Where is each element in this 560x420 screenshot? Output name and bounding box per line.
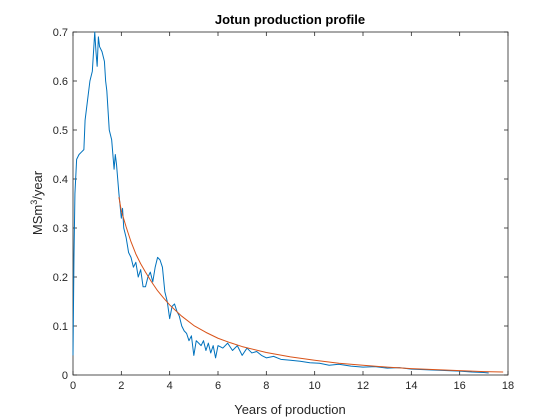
x-tick-label: 12 xyxy=(357,380,369,392)
chart-title: Jotun production profile xyxy=(215,12,365,27)
y-tick-label: 0.4 xyxy=(53,174,68,186)
y-tick-label: 0.6 xyxy=(53,76,68,88)
y-axis-label-base: MSm xyxy=(30,205,45,235)
x-tick-label: 18 xyxy=(502,380,514,392)
y-axis-label-suffix: /year xyxy=(30,170,45,200)
x-axis-ticks: 0 2 4 6 8 10 12 14 16 18 xyxy=(70,32,514,392)
y-tick-label: 0.7 xyxy=(53,27,68,39)
x-tick-label: 6 xyxy=(215,380,221,392)
x-tick-label: 8 xyxy=(263,380,269,392)
x-tick-label: 4 xyxy=(167,380,173,392)
y-tick-label: 0 xyxy=(62,370,68,382)
y-tick-label: 0.3 xyxy=(53,223,68,235)
y-tick-label: 0.1 xyxy=(53,321,68,333)
x-axis-label: Years of production xyxy=(234,402,346,417)
x-tick-label: 2 xyxy=(118,380,124,392)
x-tick-label: 16 xyxy=(454,380,466,392)
series-layer xyxy=(72,31,504,374)
y-tick-label: 0.5 xyxy=(53,125,68,137)
x-tick-label: 0 xyxy=(70,380,76,392)
plot-area xyxy=(72,31,509,376)
x-tick-label: 10 xyxy=(309,380,321,392)
y-axis-ticks: 0 0.1 0.2 0.3 0.4 0.5 0.6 0.7 xyxy=(53,27,508,382)
y-axis-label: MSm3/year xyxy=(29,170,45,235)
x-tick-label: 14 xyxy=(405,380,417,392)
fitted-curve-line xyxy=(118,197,504,373)
y-axis-label-superscript: 3 xyxy=(29,200,39,205)
y-tick-label: 0.2 xyxy=(53,272,68,284)
production-series-line xyxy=(72,31,489,374)
